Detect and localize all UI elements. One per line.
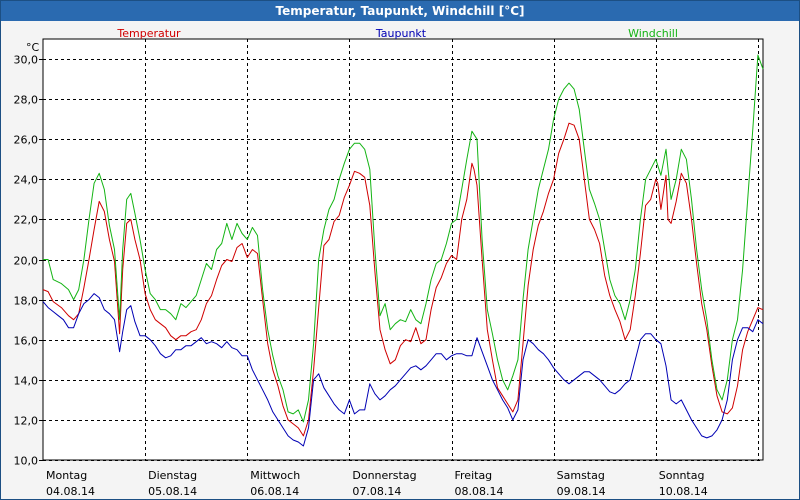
y-tick-label: 20,0	[14, 255, 39, 268]
series-line-taupunkt	[42, 293, 764, 447]
series-line-windchill	[43, 54, 764, 423]
plot-area	[42, 38, 764, 461]
x-tick-date: 05.08.14	[148, 485, 197, 498]
y-tick-label: 22,0	[14, 214, 39, 227]
legend-taupunkt: Taupunkt	[375, 27, 427, 40]
series-line-temperatur	[42, 122, 764, 437]
y-tick-label: 24,0	[14, 174, 39, 187]
x-tick-day: Sonntag	[659, 469, 705, 482]
x-tick-day: Dienstag	[148, 469, 197, 482]
y-tick-label: 28,0	[14, 94, 39, 107]
chart-title: Temperatur, Taupunkt, Windchill [°C]	[1, 1, 799, 21]
y-tick-label: 26,0	[14, 134, 39, 147]
x-tick-day: Freitag	[455, 469, 493, 482]
y-tick-label: 14,0	[14, 375, 39, 388]
x-tick-date: 06.08.14	[250, 485, 299, 498]
y-tick-label: 16,0	[14, 335, 39, 348]
x-tick-date: 09.08.14	[557, 485, 606, 498]
legend-temperatur: Temperatur	[116, 27, 181, 40]
x-tick-date: 07.08.14	[352, 485, 401, 498]
y-tick-label: 10,0	[14, 455, 39, 468]
x-tick-day: Donnerstag	[352, 469, 416, 482]
y-unit-label: °C	[26, 41, 40, 54]
line-chart: °C 10,0 12,0 14,0 16,0 18,0 20,0 22,0 24,0 26,0 28…	[14, 27, 764, 498]
x-tick-day: Samstag	[557, 469, 605, 482]
y-tick-label: 18,0	[14, 295, 39, 308]
x-tick-day: Montag	[46, 469, 87, 482]
x-tick-day: Mittwoch	[250, 469, 300, 482]
x-tick-date: 08.08.14	[455, 485, 504, 498]
y-tick-label: 30,0	[14, 54, 39, 67]
y-tick-label: 12,0	[14, 415, 39, 428]
x-tick-date: 04.08.14	[46, 485, 95, 498]
x-tick-date: 10.08.14	[659, 485, 708, 498]
legend-windchill: Windchill	[628, 27, 678, 40]
